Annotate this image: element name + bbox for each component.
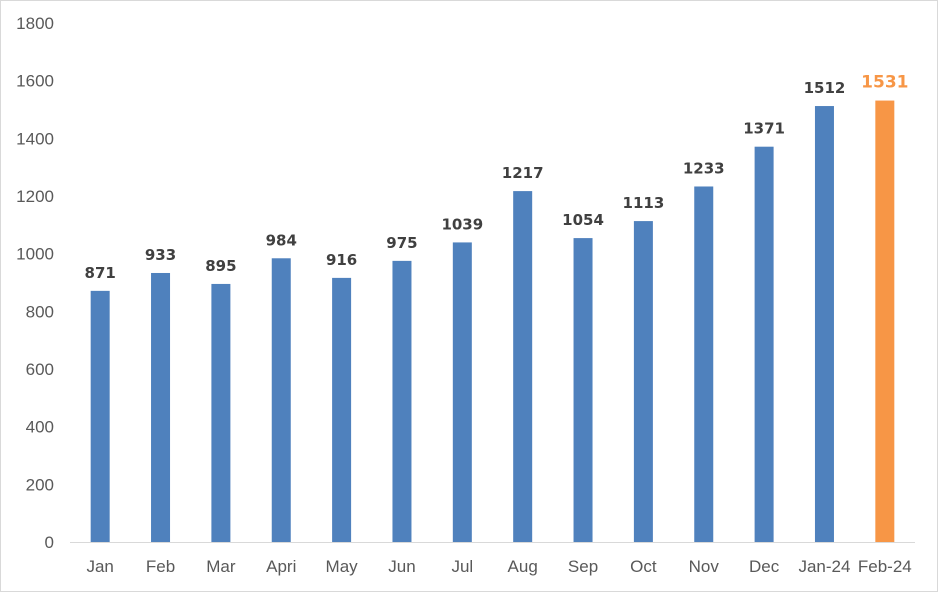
x-tick-label-jan-24: Jan-24	[798, 557, 850, 576]
x-axis-ticks: Jan Feb Mar Apri May Jun Jul Aug Sep Oct Nov Dec Jan…	[86, 557, 911, 576]
data-label-jan: 871	[85, 264, 116, 282]
data-label-jan-24: 1512	[804, 79, 846, 97]
y-tick-label: 200	[26, 475, 54, 494]
data-label-feb-24: 1531	[861, 73, 908, 93]
bar-aug	[513, 191, 533, 542]
y-axis-ticks: 0 200 400 600 800 1000 1200 1400 1600 1800	[16, 14, 54, 552]
bar-feb-24	[875, 100, 895, 542]
x-tick-label-jan: Jan	[86, 557, 113, 576]
bar-may	[332, 277, 352, 542]
y-tick-label: 1800	[16, 14, 54, 33]
x-tick-label-nov: Nov	[689, 557, 720, 576]
data-label-jun: 975	[386, 234, 417, 252]
bar-jan	[90, 290, 110, 542]
y-tick-label: 400	[26, 418, 54, 437]
y-tick-label: 600	[26, 360, 54, 379]
bar-jan-24	[814, 106, 834, 542]
data-label-aug: 1217	[502, 164, 544, 182]
x-tick-label-may: May	[326, 557, 359, 576]
y-tick-label: 1600	[16, 72, 54, 91]
y-tick-label: 1400	[16, 129, 54, 148]
y-tick-label: 800	[26, 302, 54, 321]
data-label-feb: 933	[145, 246, 176, 264]
data-label-may: 916	[326, 251, 357, 269]
x-tick-label-apri: Apri	[266, 557, 296, 576]
x-tick-label-feb-24: Feb-24	[858, 557, 912, 576]
bar-jul	[452, 242, 472, 542]
data-label-dec: 1371	[743, 120, 785, 138]
bar-sep	[573, 238, 593, 542]
data-label-apri: 984	[266, 231, 297, 249]
x-tick-label-dec: Dec	[749, 557, 780, 576]
bar-feb	[151, 272, 171, 542]
data-label-nov: 1233	[683, 159, 725, 177]
bar-mar	[211, 283, 231, 542]
x-tick-label-oct: Oct	[630, 557, 657, 576]
data-label-jul: 1039	[441, 215, 483, 233]
x-tick-label-sep: Sep	[568, 557, 598, 576]
bar-oct	[633, 221, 653, 542]
data-label-oct: 1113	[623, 194, 665, 212]
y-tick-label: 1000	[16, 245, 54, 264]
data-label-mar: 895	[205, 257, 236, 275]
bar-dec	[754, 146, 774, 542]
x-tick-label-mar: Mar	[206, 557, 236, 576]
y-tick-label: 0	[45, 533, 54, 552]
x-tick-label-jul: Jul	[451, 557, 473, 576]
x-tick-label-feb: Feb	[146, 557, 175, 576]
bar-jun	[392, 260, 412, 542]
bars	[90, 100, 895, 543]
x-tick-label-jun: Jun	[388, 557, 415, 576]
data-labels: 871 933 895 984 916 975 1039 1217 1054 1113 1233 13…	[85, 73, 909, 282]
bar-nov	[694, 186, 714, 543]
data-label-sep: 1054	[562, 211, 604, 229]
bar-apri	[271, 258, 291, 542]
x-tick-label-aug: Aug	[508, 557, 538, 576]
y-tick-label: 1200	[16, 187, 54, 206]
